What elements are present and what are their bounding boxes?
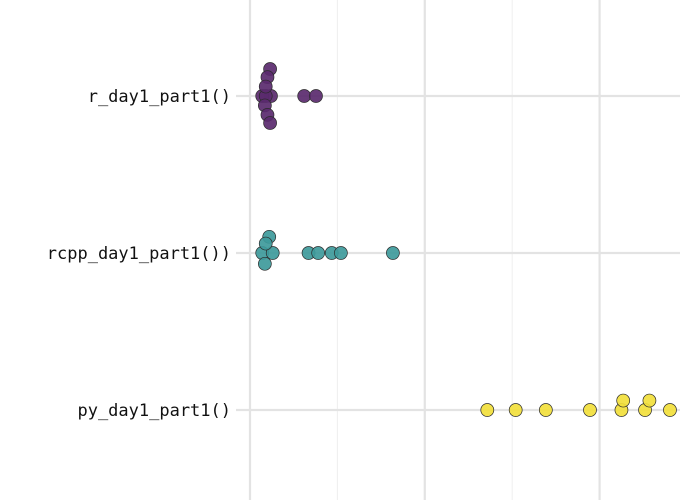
y-axis-label: py_day1_part1() bbox=[77, 401, 231, 421]
data-point bbox=[258, 256, 272, 271]
data-point bbox=[263, 116, 277, 130]
data-point bbox=[309, 89, 323, 103]
data-point bbox=[538, 403, 553, 417]
data-point bbox=[258, 236, 273, 251]
data-point bbox=[663, 403, 677, 417]
data-point bbox=[297, 89, 312, 103]
data-point bbox=[386, 246, 400, 260]
data-point bbox=[480, 403, 495, 417]
data-point bbox=[258, 79, 273, 94]
data-point bbox=[616, 393, 631, 408]
data-point bbox=[642, 393, 657, 408]
y-axis-label: rcpp_day1_part1()) bbox=[47, 244, 231, 264]
data-point bbox=[265, 246, 280, 260]
data-points bbox=[255, 62, 677, 417]
data-point bbox=[334, 246, 348, 260]
data-point bbox=[311, 246, 326, 260]
data-point bbox=[583, 403, 597, 417]
y-axis-labels: r_day1_part1() rcpp_day1_part1()) py_day1_… bbox=[47, 87, 231, 421]
y-axis-label: r_day1_part1() bbox=[88, 87, 231, 107]
data-point bbox=[508, 403, 523, 417]
